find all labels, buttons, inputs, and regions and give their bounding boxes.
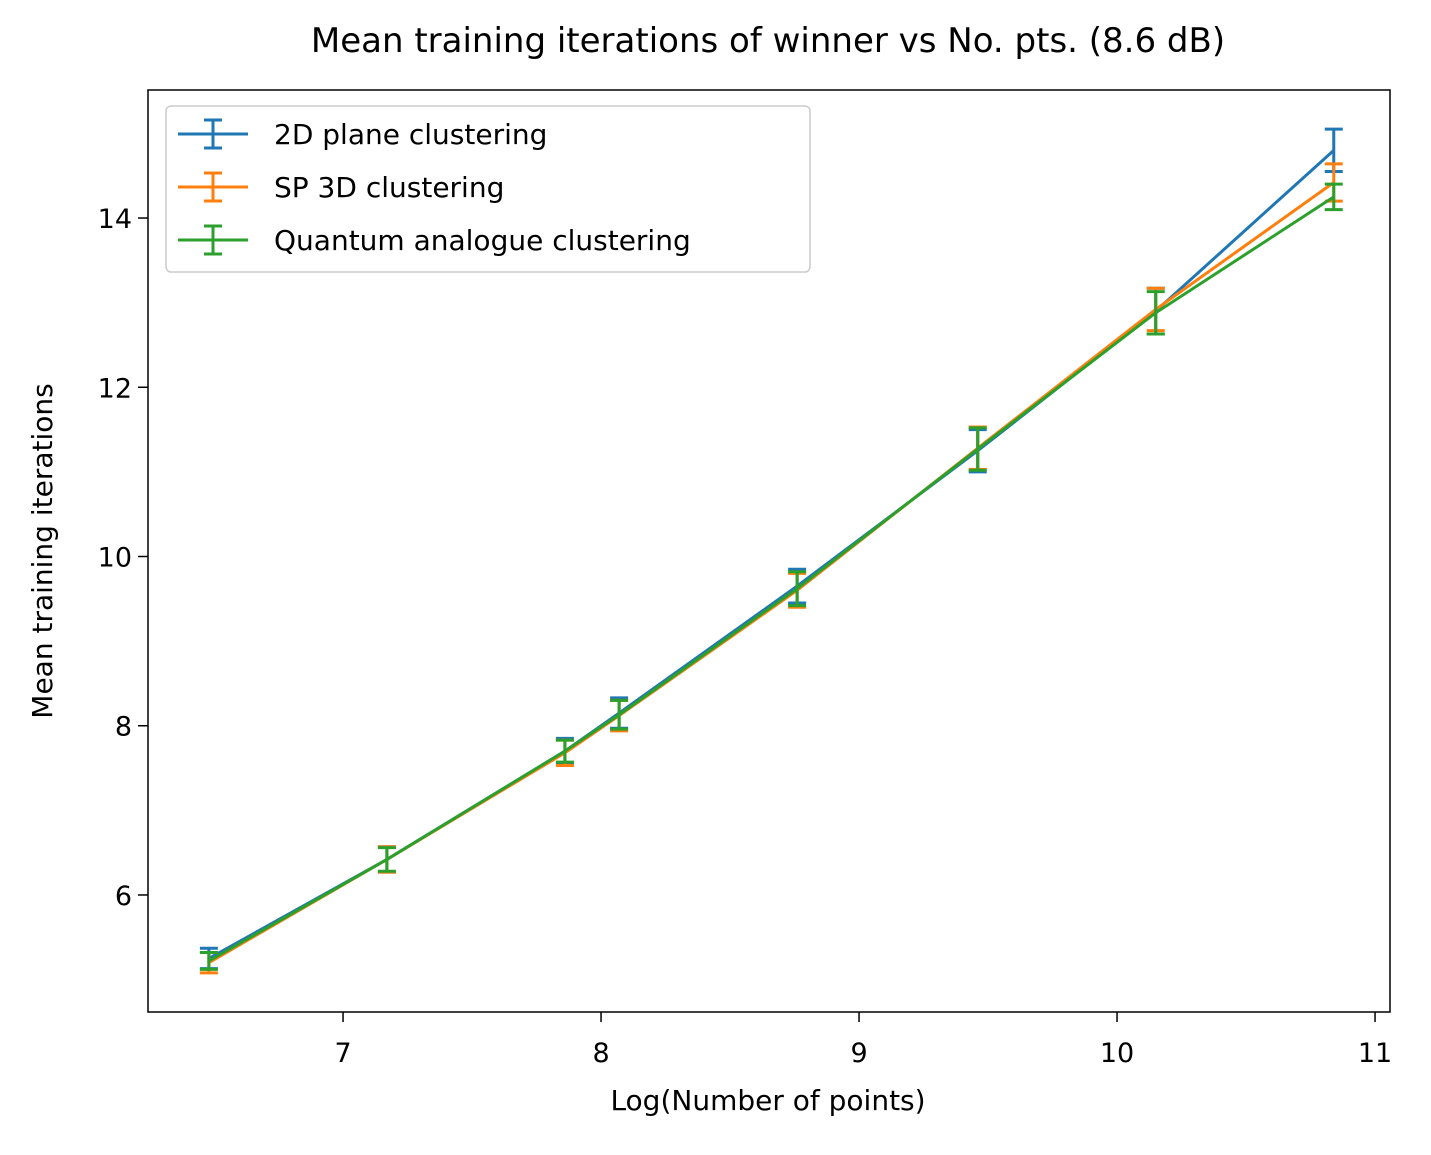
- y-tick-label: 8: [115, 712, 132, 743]
- y-tick-label: 10: [98, 543, 132, 574]
- plot-frame: [147, 89, 1391, 1013]
- error-bar: [788, 570, 807, 608]
- x-tick-label: 10: [1100, 1038, 1134, 1069]
- error-bar: [199, 951, 218, 971]
- error-bar: [555, 738, 574, 764]
- y-tick-label: 6: [115, 881, 132, 912]
- series-line: [208, 181, 1335, 964]
- error-bar: [1146, 290, 1165, 336]
- y-tick-label: 12: [98, 373, 132, 404]
- x-axis-label: Log(Number of points): [610, 1084, 925, 1117]
- error-bar: [1324, 182, 1343, 212]
- legend: 2D plane clustering SP 3D clustering Quant…: [165, 105, 811, 273]
- x-tick-label: 8: [592, 1038, 609, 1069]
- series: [199, 162, 1343, 975]
- y-tick-label: 14: [98, 204, 132, 235]
- legend-box: [165, 105, 811, 273]
- series: [199, 182, 1343, 971]
- legend-label: Quantum analogue clustering: [274, 224, 691, 257]
- legend-label: 2D plane clustering: [274, 118, 547, 151]
- series-line: [208, 195, 1335, 963]
- legend-label: SP 3D clustering: [274, 171, 504, 204]
- chart-title: Mean training iterations of winner vs No…: [311, 21, 1225, 61]
- x-tick-label: 11: [1358, 1038, 1392, 1069]
- x-tick-label: 7: [334, 1038, 351, 1069]
- error-bar: [968, 426, 987, 472]
- error-bar: [377, 846, 396, 873]
- y-axis-label: Mean training iterations: [26, 383, 59, 718]
- x-tick-label: 9: [850, 1038, 867, 1069]
- error-bar: [610, 698, 629, 731]
